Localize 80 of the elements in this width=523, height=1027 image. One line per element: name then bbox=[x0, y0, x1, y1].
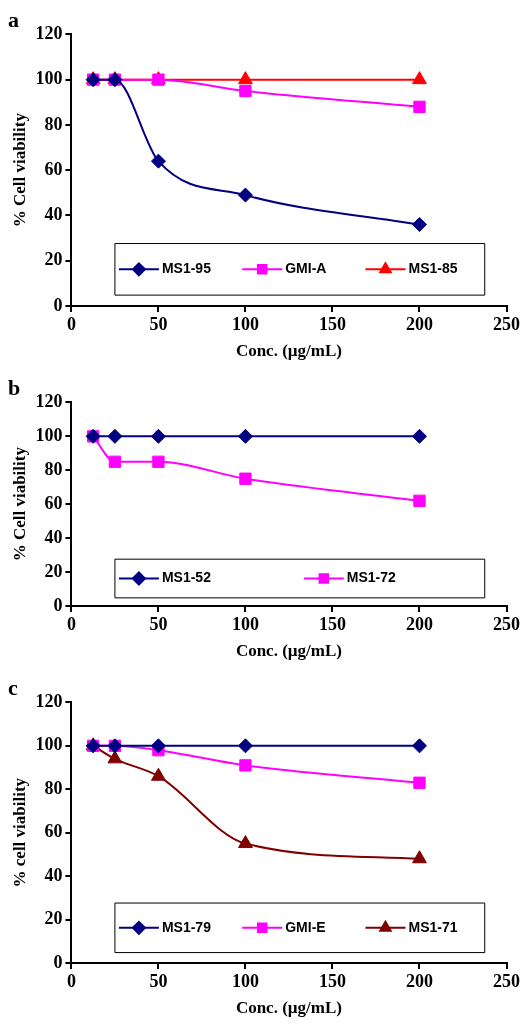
point bbox=[239, 759, 252, 772]
y-tick-label: 40 bbox=[44, 526, 63, 547]
y-tick-label: 0 bbox=[53, 594, 63, 615]
y-tick-label: 100 bbox=[35, 734, 63, 755]
y-axis-title: % Cell viability bbox=[9, 112, 29, 228]
y-tick-label: 0 bbox=[53, 951, 63, 972]
point bbox=[413, 100, 426, 113]
x-tick-label: 200 bbox=[405, 971, 433, 992]
point bbox=[237, 428, 253, 444]
y-tick-label: 20 bbox=[44, 560, 63, 581]
legend-label: MS1-95 bbox=[161, 260, 212, 277]
point bbox=[238, 71, 253, 85]
y-tick-label: 60 bbox=[44, 821, 63, 842]
x-tick-label: 250 bbox=[493, 971, 520, 992]
legend-label: GMI-A bbox=[285, 260, 327, 277]
legend-label: MS1-72 bbox=[346, 569, 397, 586]
x-tick-label: 0 bbox=[66, 614, 76, 635]
y-tick-label: 20 bbox=[44, 908, 63, 929]
x-tick-label: 0 bbox=[66, 971, 76, 992]
x-tick-label: 150 bbox=[318, 971, 346, 992]
point bbox=[239, 84, 252, 98]
legend-label: MS1-79 bbox=[161, 918, 212, 935]
y-tick-label: 80 bbox=[44, 113, 63, 134]
chart-title: a bbox=[8, 6, 19, 32]
point bbox=[150, 153, 166, 169]
y-tick-label: 60 bbox=[44, 158, 63, 179]
x-tick-label: 200 bbox=[405, 614, 433, 635]
point bbox=[108, 455, 122, 468]
x-tick-label: 100 bbox=[231, 971, 259, 992]
point bbox=[412, 850, 427, 864]
x-tick-label: 50 bbox=[149, 614, 168, 635]
x-axis-title: Conc. (µg/mL) bbox=[235, 341, 343, 361]
point bbox=[237, 187, 253, 203]
x-tick-label: 150 bbox=[318, 314, 346, 335]
x-tick-label: 0 bbox=[66, 314, 76, 335]
y-tick-label: 100 bbox=[35, 68, 63, 89]
x-tick-label: 250 bbox=[493, 614, 520, 635]
point bbox=[107, 750, 123, 764]
point bbox=[150, 738, 166, 754]
point bbox=[411, 738, 427, 754]
y-tick-label: 40 bbox=[44, 864, 63, 885]
point bbox=[237, 738, 253, 754]
y-tick-label: 100 bbox=[35, 424, 63, 445]
y-axis-title: % Cell viability bbox=[9, 446, 29, 562]
point bbox=[150, 767, 166, 781]
point bbox=[152, 455, 165, 468]
x-tick-label: 50 bbox=[149, 314, 168, 335]
legend-label: MS1-71 bbox=[408, 918, 458, 935]
legend-label: MS1-52 bbox=[161, 569, 212, 586]
y-tick-label: 80 bbox=[44, 458, 63, 479]
x-axis-title: Conc. (µg/mL) bbox=[235, 641, 343, 661]
point bbox=[413, 776, 426, 789]
x-tick-label: 200 bbox=[405, 314, 433, 335]
point bbox=[412, 71, 427, 85]
x-tick-label: 150 bbox=[318, 614, 346, 635]
point bbox=[239, 472, 252, 485]
y-tick-label: 20 bbox=[44, 249, 63, 270]
x-tick-label: 50 bbox=[149, 971, 168, 992]
y-tick-label: 40 bbox=[44, 204, 63, 225]
point bbox=[411, 428, 427, 444]
y-tick-label: 120 bbox=[35, 391, 63, 412]
point bbox=[238, 835, 253, 849]
y-tick-label: 80 bbox=[44, 777, 63, 798]
point bbox=[107, 428, 123, 444]
x-tick-label: 100 bbox=[231, 614, 259, 635]
x-tick-label: 250 bbox=[493, 314, 520, 335]
x-axis-title: Conc. (µg/mL) bbox=[235, 998, 343, 1018]
chart-title: c bbox=[8, 674, 18, 700]
point bbox=[150, 428, 166, 444]
y-tick-label: 120 bbox=[35, 23, 63, 44]
point bbox=[413, 494, 426, 507]
legend-label: MS1-85 bbox=[408, 260, 458, 277]
y-tick-label: 0 bbox=[53, 294, 63, 315]
y-tick-label: 60 bbox=[44, 492, 63, 513]
legend-label: GMI-E bbox=[285, 918, 326, 935]
y-axis-title: % cell viability bbox=[9, 777, 29, 888]
y-tick-label: 120 bbox=[35, 691, 63, 712]
point bbox=[411, 217, 427, 233]
x-tick-label: 100 bbox=[231, 314, 259, 335]
chart-title: b bbox=[8, 374, 21, 400]
